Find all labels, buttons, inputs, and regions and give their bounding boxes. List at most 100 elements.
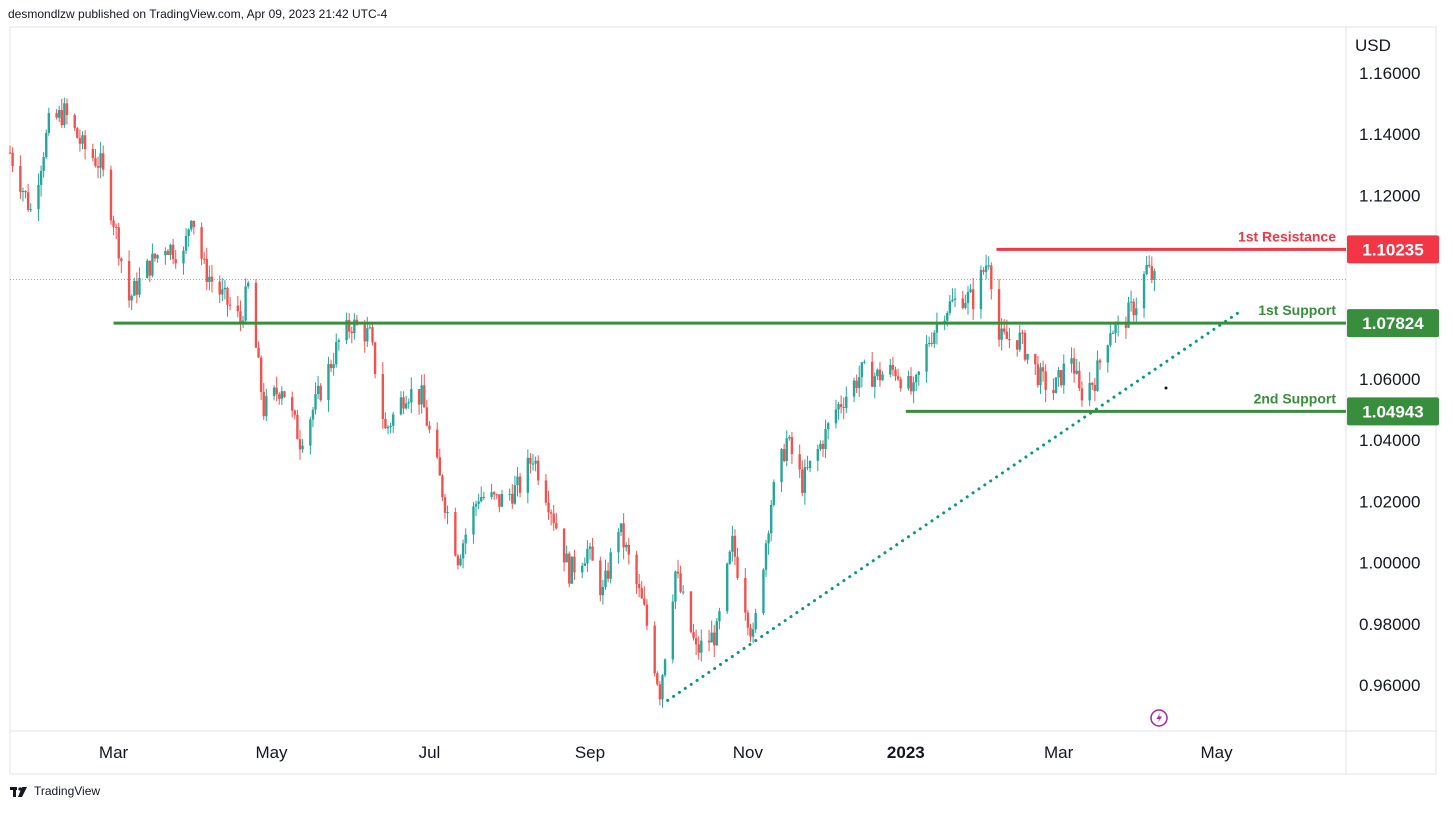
candle-body: [153, 253, 157, 259]
candle-body: [555, 523, 558, 529]
candle-body: [454, 512, 457, 556]
candle-body: [1142, 274, 1146, 309]
candle-body: [275, 387, 278, 395]
candle-body: [133, 280, 136, 296]
candle-body: [653, 625, 656, 674]
candle-body: [474, 503, 478, 507]
candle-body: [855, 380, 858, 389]
candle-body: [731, 535, 734, 552]
candle-body: [852, 380, 856, 397]
candle-body: [531, 463, 535, 465]
candle-body: [697, 644, 700, 653]
candle-body: [1072, 358, 1076, 374]
candle-body: [26, 192, 30, 210]
candle-body: [772, 482, 775, 505]
candle-body: [259, 357, 263, 392]
candle-body: [863, 361, 866, 363]
candle-body: [617, 532, 620, 553]
lightning-icon[interactable]: [1150, 709, 1168, 727]
candle-body: [151, 253, 154, 276]
candle-body: [1091, 382, 1094, 385]
candle-body: [1088, 382, 1091, 401]
candle-body: [332, 364, 335, 369]
level-label: 1st Resistance: [1238, 228, 1336, 244]
candle-body: [29, 209, 32, 211]
candle-body: [839, 404, 843, 408]
candle-body: [456, 555, 460, 566]
candle-body: [262, 391, 265, 417]
level-label: 1st Support: [1258, 302, 1336, 318]
candle-body: [951, 299, 954, 302]
candle-body: [39, 170, 43, 185]
candle-body: [381, 374, 385, 419]
candle-body: [91, 149, 95, 159]
candle-body: [254, 282, 258, 348]
candle-body: [1080, 388, 1084, 401]
candle-body: [912, 382, 915, 392]
candle-body: [283, 391, 286, 398]
candle-body: [63, 103, 66, 126]
candle-body: [710, 632, 713, 643]
candle-body: [221, 289, 224, 295]
x-tick-label: May: [1200, 743, 1233, 762]
candle-body: [736, 556, 739, 578]
candle-body: [801, 469, 804, 493]
y-tick-label: 1.14000: [1359, 125, 1420, 144]
candle-body: [1041, 367, 1045, 372]
candle-body: [350, 331, 353, 334]
overlays-layer: 1st Resistance 1.10235 1st Support 1.07824 2…: [10, 228, 1439, 702]
candle-body: [1034, 353, 1037, 365]
candle-body: [278, 394, 281, 399]
candle-body: [591, 546, 594, 561]
candle-body: [896, 376, 900, 380]
candle-body: [1005, 331, 1009, 339]
candle-body: [837, 404, 840, 410]
candle-body: [420, 385, 423, 405]
candle-body: [1015, 340, 1019, 350]
candle-body: [762, 569, 765, 614]
candle-body: [663, 659, 667, 676]
candle-body: [112, 220, 115, 227]
candle-body: [187, 229, 190, 236]
candle-body: [656, 673, 659, 685]
candle-body: [858, 377, 861, 389]
candle-body: [982, 270, 985, 272]
x-tick-label: 2023: [887, 743, 925, 762]
candle-body: [218, 281, 221, 295]
candle-body: [1062, 363, 1065, 386]
candle-body: [1132, 301, 1135, 316]
candle-body: [174, 259, 177, 264]
candle-body: [1150, 266, 1154, 280]
candle-body: [190, 220, 193, 230]
candle-body: [228, 304, 232, 306]
y-tick-label: 1.06000: [1359, 370, 1420, 389]
candle-body: [990, 265, 993, 290]
candle-body: [1127, 302, 1130, 328]
candle-body: [37, 184, 40, 210]
candle-body: [826, 423, 830, 429]
candle-body: [138, 278, 141, 295]
candle-body: [47, 113, 51, 133]
candle-body: [790, 437, 794, 455]
candle-body: [223, 287, 227, 290]
candle-body: [808, 460, 812, 469]
candle-body: [459, 558, 462, 566]
footer-brand[interactable]: TradingView: [10, 784, 100, 798]
x-tick-label: Sep: [575, 743, 605, 762]
candle-body: [236, 305, 240, 312]
currency-label: USD: [1355, 36, 1391, 55]
candle-body: [568, 553, 571, 584]
candle-body: [899, 379, 902, 389]
candle-body: [1114, 324, 1117, 333]
candle-body: [402, 397, 405, 409]
candle-body: [658, 684, 662, 700]
candle-body: [878, 369, 882, 381]
candle-body: [513, 485, 517, 504]
candle-body: [1153, 271, 1156, 280]
candle-body: [428, 425, 431, 430]
candle-body: [265, 396, 268, 417]
candle-body: [1111, 332, 1115, 334]
candle-body: [565, 553, 568, 563]
